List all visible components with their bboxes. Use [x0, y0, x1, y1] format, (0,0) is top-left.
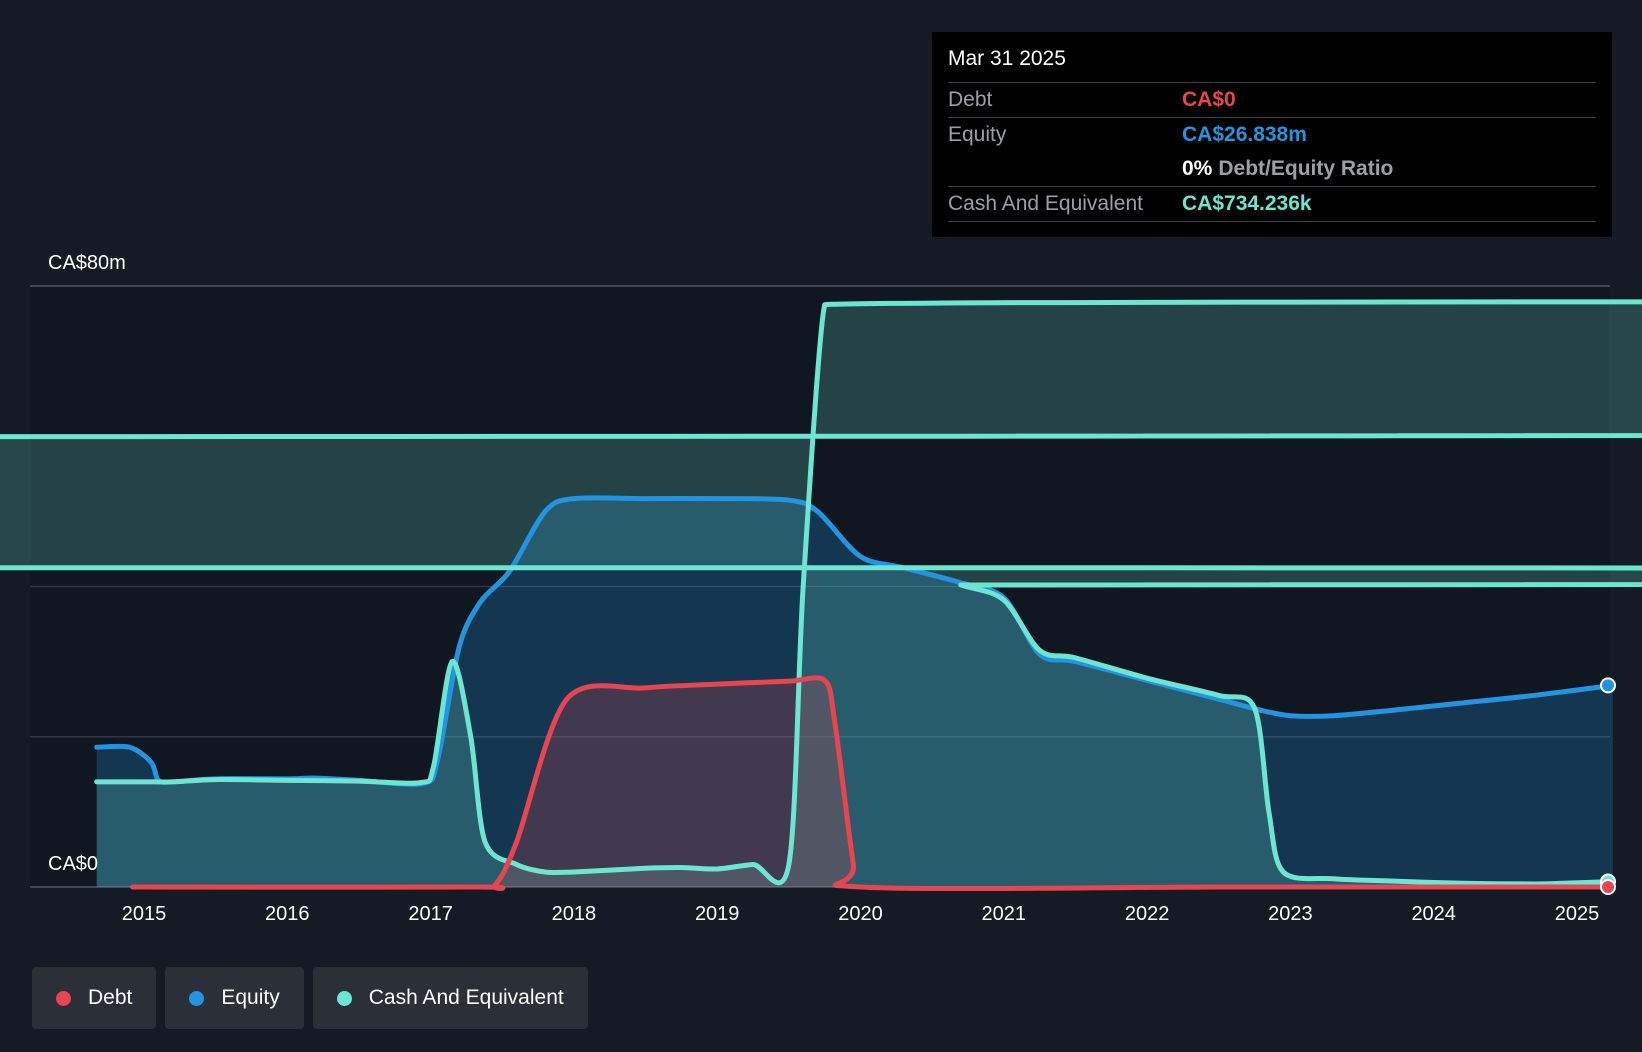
x-tick-label: 2024 [1411, 903, 1456, 925]
x-tick-label: 2017 [408, 903, 453, 925]
equity-endpoint [1600, 677, 1616, 694]
x-tick-label: 2015 [122, 903, 167, 925]
equity-line [94, 495, 1616, 787]
legend-label-debt: Debt [88, 986, 133, 1009]
chart-legend: Debt Equity Cash And Equivalent [32, 967, 588, 1029]
tooltip-debt-row: Debt CA$0 [948, 83, 1596, 118]
debt-line [130, 675, 1616, 891]
x-tick-label: 2018 [552, 903, 597, 925]
tooltip-equity-label: Equity [948, 123, 1007, 146]
legend-dot-cash-icon [336, 990, 352, 1006]
legend-item-equity[interactable]: Equity [165, 967, 304, 1029]
x-axis-ticks: 2015 2016 2017 2018 2019 2020 2021 2022 2023 2024… [122, 903, 1600, 925]
tooltip-debt-value: CA$0 [1182, 88, 1236, 111]
x-tick-label: 2022 [1125, 903, 1170, 925]
tooltip-ratio-label: Debt/Equity Ratio [1218, 157, 1394, 180]
series-endpoints [1600, 677, 1616, 895]
debt-endpoint [1600, 879, 1616, 895]
tooltip-panel: Mar 31 2025 Debt CA$0 Equity CA$26.838m … [932, 32, 1612, 237]
x-tick-label: 2021 [982, 903, 1027, 925]
x-tick-label: 2023 [1268, 903, 1313, 925]
tooltip-equity-row: Equity CA$26.838m [948, 118, 1596, 152]
legend-label-equity: Equity [221, 986, 280, 1009]
tooltip-date: Mar 31 2025 [948, 44, 1596, 83]
legend-label-cash: Cash And Equivalent [368, 986, 564, 1009]
tooltip-cash-label: Cash And Equivalent [948, 192, 1143, 215]
legend-item-cash[interactable]: Cash And Equivalent [312, 967, 588, 1029]
tooltip-ratio-row: 0% Debt/Equity Ratio [948, 152, 1596, 187]
tooltip-cash-value: CA$734.236k [1182, 192, 1312, 215]
x-tick-label: 2019 [695, 903, 740, 925]
legend-dot-equity-icon [189, 990, 205, 1006]
tooltip-ratio-spacer [948, 152, 1182, 186]
x-tick-label: 2020 [838, 903, 883, 925]
tooltip-debt-label: Debt [948, 88, 993, 111]
tooltip-ratio-value: 0% [1182, 157, 1213, 180]
legend-dot-debt-icon [56, 990, 71, 1006]
series-lines [0, 302, 1642, 891]
tooltip-cash-row: Cash And Equivalent CA$734.236k [948, 187, 1596, 222]
tooltip-equity-value: CA$26.838m [1182, 123, 1307, 146]
x-tick-label: 2025 [1555, 903, 1600, 925]
x-tick-label: 2016 [265, 903, 310, 925]
y-axis-bottom-label: CA$0 [48, 853, 98, 875]
y-axis-top-label: CA$80m [48, 252, 126, 274]
legend-item-debt[interactable]: Debt [32, 967, 157, 1029]
